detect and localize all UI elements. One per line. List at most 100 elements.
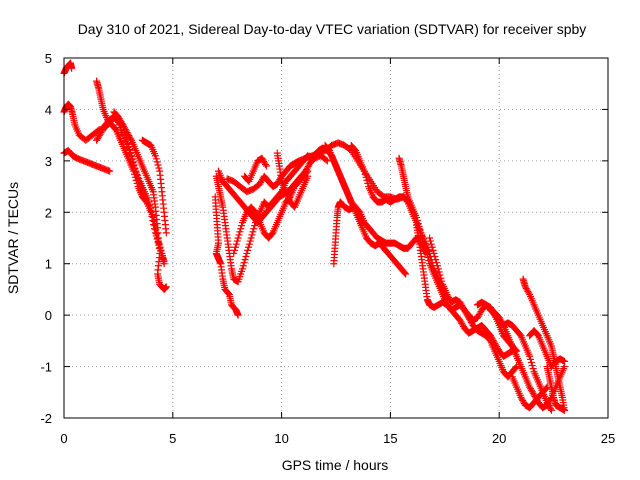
series-arc-08 <box>211 193 242 319</box>
data-point <box>436 271 444 279</box>
data-point <box>155 164 163 172</box>
data-point <box>134 176 142 184</box>
data-point <box>237 225 245 233</box>
data-point <box>238 222 246 230</box>
data-point <box>153 235 161 243</box>
data-point <box>162 229 170 237</box>
data-point <box>149 217 157 225</box>
data-point <box>525 289 533 297</box>
data-point <box>547 405 555 413</box>
data-point <box>134 173 142 181</box>
data-point <box>131 164 139 172</box>
data-point <box>121 130 129 138</box>
series-arc-21 <box>426 234 521 381</box>
x-axis-label: GPS time / hours <box>282 457 389 473</box>
data-point <box>304 172 312 180</box>
data-point <box>162 283 170 291</box>
data-point <box>130 161 138 169</box>
data-point <box>123 136 131 144</box>
data-point <box>431 253 439 261</box>
y-tick-label: 1 <box>45 257 52 272</box>
data-point <box>303 168 311 176</box>
data-point <box>364 179 372 187</box>
data-point <box>433 262 441 270</box>
data-point <box>362 173 370 181</box>
data-point <box>238 265 246 273</box>
data-point <box>423 250 431 258</box>
data-point <box>499 320 507 328</box>
data-point <box>437 274 445 282</box>
data-point <box>413 217 421 225</box>
data-point <box>426 234 434 242</box>
series-arc-27 <box>543 363 568 414</box>
data-point <box>120 127 128 135</box>
x-tick-label: 20 <box>492 431 506 446</box>
data-point <box>547 406 555 414</box>
data-point <box>433 259 441 267</box>
data-point <box>424 254 432 262</box>
series-arc-20 <box>413 221 516 360</box>
data-point <box>122 133 130 141</box>
data-point <box>432 256 440 264</box>
data-point <box>413 213 421 221</box>
data-point <box>124 139 132 147</box>
data-point <box>527 358 535 366</box>
data-point <box>236 228 244 236</box>
data-point <box>261 160 269 168</box>
data-point <box>148 212 156 220</box>
data-point <box>133 170 141 178</box>
data-points <box>60 59 568 414</box>
data-point <box>402 270 410 278</box>
x-tick-label: 25 <box>601 431 615 446</box>
data-point <box>135 179 143 187</box>
series-arc-03 <box>60 147 114 175</box>
data-point <box>232 240 240 248</box>
data-point <box>322 156 330 164</box>
data-point <box>231 243 239 251</box>
x-tick-label: 5 <box>169 431 176 446</box>
data-point <box>138 193 146 201</box>
data-point <box>246 237 254 245</box>
series-arc-05 <box>93 113 170 293</box>
data-point <box>231 246 239 254</box>
data-point <box>542 384 550 392</box>
data-point <box>528 362 536 370</box>
data-point <box>132 167 140 175</box>
y-tick-label: -2 <box>40 411 52 426</box>
data-point <box>241 256 249 264</box>
data-point <box>430 249 438 257</box>
data-point <box>152 155 160 163</box>
data-point <box>225 290 233 298</box>
data-point <box>419 238 427 246</box>
y-tick-label: 3 <box>45 154 52 169</box>
data-point <box>244 246 252 254</box>
data-point <box>127 149 135 157</box>
data-point <box>245 243 253 251</box>
data-point <box>422 247 430 255</box>
series-arc-17 <box>330 198 357 268</box>
y-tick-label: 4 <box>45 102 52 117</box>
data-point <box>233 237 241 245</box>
x-tick-labels: 0 5 10 15 20 25 <box>60 431 615 446</box>
data-point <box>234 234 242 242</box>
data-point <box>248 231 256 239</box>
data-point <box>421 244 429 252</box>
data-point <box>527 355 535 363</box>
data-point <box>125 142 133 150</box>
x-tick-label: 0 <box>60 431 67 446</box>
data-point <box>235 231 243 239</box>
axis-ticks <box>63 57 609 419</box>
data-point <box>242 253 250 261</box>
data-point <box>245 240 253 248</box>
data-point <box>529 365 537 373</box>
data-point <box>151 225 159 233</box>
series-arc-24 <box>508 373 551 412</box>
data-point <box>243 249 251 257</box>
y-tick-label: 5 <box>45 51 52 66</box>
data-point <box>360 167 368 175</box>
data-point <box>420 241 428 249</box>
data-point <box>526 352 534 360</box>
data-point <box>127 152 135 160</box>
series-arc-26 <box>526 327 568 371</box>
